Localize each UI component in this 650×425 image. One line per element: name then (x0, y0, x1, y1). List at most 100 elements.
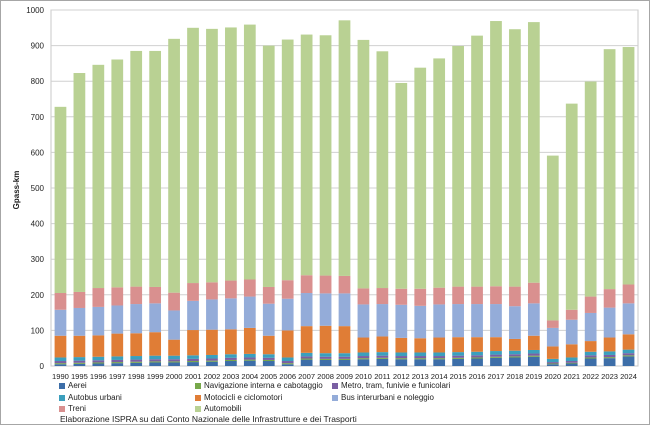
bar-segment-motocicli-e-ciclomotori-2023 (603, 337, 616, 352)
bar-segment-motocicli-e-ciclomotori-2010 (357, 337, 370, 353)
bar-segment-autobus-urbani-2007 (300, 352, 313, 357)
bar-segment-autobus-urbani-2014 (433, 352, 446, 357)
bar-segment-aerei-2018 (509, 357, 521, 366)
legend-swatch (332, 394, 338, 401)
source-note: Elaborazione ISPRA su dati Conto Naziona… (60, 414, 357, 424)
bar-segment-navigazione-interna-e-cabotaggio-2008 (319, 358, 332, 360)
bar-segment-navigazione-interna-e-cabotaggio-2016 (471, 357, 483, 359)
bar-segment-metro-tram-funivie-e-funicolari-2017 (490, 354, 502, 357)
bar-segment-treni-1997 (111, 287, 124, 306)
bar-segment-autobus-urbani-1995 (73, 357, 86, 361)
bar-segment-metro-tram-funivie-e-funicolari-2015 (452, 355, 464, 358)
legend-label: Metro, tram, funivie e funicolari (341, 381, 451, 390)
bar-segment-treni-2007 (300, 275, 313, 294)
bar-segment-motocicli-e-ciclomotori-2015 (452, 337, 464, 353)
bar-segment-navigazione-interna-e-cabotaggio-2011 (376, 357, 389, 359)
bar-segment-motocicli-e-ciclomotori-2017 (490, 337, 502, 352)
bar-segment-motocicli-e-ciclomotori-1996 (92, 335, 105, 357)
bar-segment-treni-2020 (546, 320, 559, 328)
bar-segment-aerei-2022 (584, 358, 597, 366)
bar-segment-motocicli-e-ciclomotori-2008 (319, 325, 332, 354)
x-tick-label: 1996 (90, 372, 107, 381)
x-tick-label: 1999 (147, 372, 164, 381)
bar-segment-automobili-2022 (584, 81, 597, 297)
x-tick-label: 2021 (563, 372, 580, 381)
bar-segment-metro-tram-funivie-e-funicolari-2024 (622, 353, 635, 356)
bar-segment-aerei-1995 (73, 363, 86, 366)
bar-segment-metro-tram-funivie-e-funicolari-1995 (73, 360, 86, 363)
x-tick-label: 2000 (166, 372, 183, 381)
x-tick-label: 2015 (450, 372, 467, 381)
bar-segment-treni-2011 (376, 288, 389, 305)
bar-segment-treni-2004 (243, 279, 256, 297)
bar-segment-bus-interurbani-e-noleggio-2004 (243, 296, 256, 328)
bar-segment-motocicli-e-ciclomotori-1999 (149, 332, 162, 356)
bar-segment-bus-interurbani-e-noleggio-1997 (111, 305, 124, 334)
y-axis-label: Gpass-km (12, 171, 21, 210)
x-tick-label: 1995 (71, 372, 88, 381)
x-tick-label: 2024 (620, 372, 637, 381)
bar-segment-metro-tram-funivie-e-funicolari-2008 (319, 356, 332, 359)
legend-swatch (59, 382, 65, 389)
bar-segment-automobili-2014 (433, 58, 446, 288)
bar-segment-motocicli-e-ciclomotori-2020 (546, 346, 559, 359)
bar-segment-motocicli-e-ciclomotori-2013 (414, 338, 427, 353)
bar-segment-bus-interurbani-e-noleggio-2007 (300, 293, 313, 327)
bar-segment-navigazione-interna-e-cabotaggio-2014 (433, 358, 446, 360)
bar-segment-automobili-2009 (338, 20, 351, 276)
bar-segment-metro-tram-funivie-e-funicolari-2021 (565, 361, 578, 363)
bar-segment-autobus-urbani-2013 (414, 352, 427, 357)
x-tick-label: 1990 (52, 372, 69, 381)
bar-segment-navigazione-interna-e-cabotaggio-2017 (490, 356, 502, 358)
bar-segment-automobili-1999 (149, 50, 162, 287)
x-tick-label: 2022 (582, 372, 599, 381)
bar-segment-autobus-urbani-2018 (509, 350, 521, 355)
bar-segment-bus-interurbani-e-noleggio-2009 (338, 293, 351, 327)
bar-segment-autobus-urbani-2002 (206, 354, 218, 359)
bar-segment-aerei-2010 (357, 359, 370, 366)
bar-segment-navigazione-interna-e-cabotaggio-2002 (206, 360, 218, 362)
bar-segment-motocicli-e-ciclomotori-1995 (73, 335, 86, 358)
x-tick-label: 1997 (109, 372, 126, 381)
bar-segment-treni-2000 (168, 292, 180, 311)
bar-segment-motocicli-e-ciclomotori-2021 (565, 344, 578, 358)
bar-segment-navigazione-interna-e-cabotaggio-2006 (281, 363, 294, 365)
bar-segment-treni-2019 (527, 282, 540, 304)
bar-segment-motocicli-e-ciclomotori-2011 (376, 336, 389, 353)
bar-segment-metro-tram-funivie-e-funicolari-2001 (187, 358, 199, 362)
bar-segment-bus-interurbani-e-noleggio-2013 (414, 305, 427, 339)
bar-segment-metro-tram-funivie-e-funicolari-2005 (262, 357, 275, 360)
bar-segment-treni-2014 (433, 287, 446, 305)
bar-segment-navigazione-interna-e-cabotaggio-1995 (73, 362, 86, 364)
bar-segment-navigazione-interna-e-cabotaggio-2012 (395, 358, 408, 360)
bar-segment-navigazione-interna-e-cabotaggio-1997 (111, 362, 124, 364)
bar-segment-motocicli-e-ciclomotori-2007 (300, 326, 313, 353)
bar-segment-bus-interurbani-e-noleggio-2021 (565, 319, 578, 345)
legend-item: Metro, tram, funivie e funicolari (332, 381, 450, 390)
bar-segment-autobus-urbani-2022 (584, 351, 597, 356)
bar-segment-treni-2017 (490, 286, 502, 305)
bar-segment-bus-interurbani-e-noleggio-2018 (509, 306, 521, 339)
bar-segment-bus-interurbani-e-noleggio-2003 (225, 298, 237, 330)
bar-segment-motocicli-e-ciclomotori-2005 (262, 335, 275, 355)
x-tick-label: 2001 (185, 372, 202, 381)
legend-label: Autobus urbani (68, 393, 122, 402)
y-tick-label: 400 (31, 220, 45, 229)
bar-segment-automobili-2006 (281, 39, 294, 281)
bar-segment-aerei-1998 (130, 362, 143, 366)
y-tick-label: 800 (31, 77, 45, 86)
legend-swatch (332, 382, 338, 389)
legend-swatch (59, 405, 65, 412)
bar-segment-metro-tram-funivie-e-funicolari-2016 (471, 355, 483, 358)
legend-swatch (195, 394, 201, 401)
bar-segment-treni-2023 (603, 289, 616, 308)
bar-segment-aerei-2011 (376, 358, 389, 366)
bar-segment-automobili-1990 (54, 106, 67, 294)
bar-segment-autobus-urbani-2017 (490, 351, 502, 355)
bar-segment-automobili-1997 (111, 59, 124, 288)
bar-segment-bus-interurbani-e-noleggio-2001 (187, 300, 199, 331)
x-tick-label: 2011 (374, 372, 390, 381)
bar-segment-motocicli-e-ciclomotori-2022 (584, 341, 597, 352)
y-tick-label: 500 (31, 184, 45, 193)
bar-segment-treni-2022 (584, 296, 597, 313)
